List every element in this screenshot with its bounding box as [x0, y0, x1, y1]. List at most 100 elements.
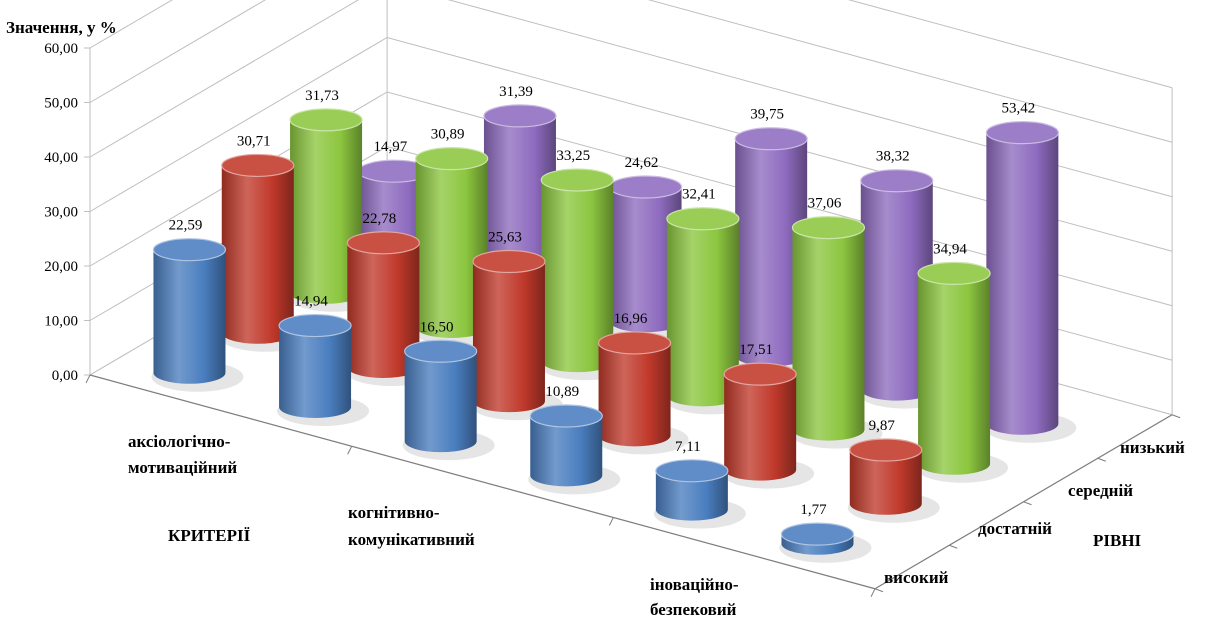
data-label: 31,39	[499, 84, 533, 100]
bar-top	[791, 216, 866, 240]
series-label-3: низький	[1120, 438, 1185, 457]
bar-top	[734, 127, 808, 151]
bar	[916, 261, 1009, 483]
criteria-axis-line	[89, 374, 876, 590]
bar-body	[792, 227, 865, 441]
bar-body	[221, 165, 294, 344]
y-tick-label: 50,00	[44, 96, 78, 112]
depth-tick-mark	[874, 588, 884, 593]
y-tick-label: 0,00	[52, 368, 78, 384]
data-label: 32,41	[682, 187, 716, 203]
category-label-2-line-0: іноваційно-	[650, 575, 739, 594]
data-label: 9,87	[869, 418, 896, 434]
x-tick-mark	[85, 374, 91, 384]
bar-top	[597, 331, 672, 355]
bar	[151, 238, 244, 392]
bar-body	[860, 180, 933, 401]
category-label-1-line-1: комунікативний	[348, 530, 475, 549]
bar	[596, 331, 689, 455]
bar-top	[289, 108, 363, 132]
data-label: 33,25	[556, 148, 590, 164]
bar-top	[723, 362, 797, 386]
category-label-1-line-0: когнітивно-	[348, 503, 440, 522]
data-label: 30,89	[431, 127, 465, 143]
data-label: 16,50	[420, 319, 454, 335]
y-tick-label: 20,00	[44, 259, 78, 275]
bar-body	[655, 470, 728, 521]
bar	[984, 121, 1077, 443]
bar-top	[415, 147, 489, 171]
chart-bars	[151, 104, 1077, 563]
data-label: 24,62	[625, 155, 659, 171]
bar-top	[655, 459, 729, 483]
data-label: 39,75	[750, 107, 784, 123]
series-label-0: високий	[884, 568, 949, 587]
y-tick-label: 30,00	[44, 205, 78, 221]
series-label-2: середній	[1068, 481, 1133, 500]
data-label: 14,94	[294, 294, 328, 310]
chart-text: Значення, у % КРИТЕРІЇ РІВНІ аксіологічн…	[6, 18, 1185, 619]
y-tick-label: 60,00	[44, 41, 78, 57]
bar-top	[608, 175, 683, 199]
bar	[847, 438, 940, 523]
bar-top	[860, 169, 934, 193]
bar-body	[724, 374, 797, 481]
data-label: 10,89	[545, 384, 579, 400]
x-tick-mark	[870, 588, 876, 597]
depth-tick-mark	[1023, 501, 1032, 506]
bar-top	[529, 404, 603, 428]
bar-top	[780, 522, 855, 546]
bar-body	[666, 218, 739, 407]
bar-top	[540, 168, 614, 192]
bar	[288, 108, 381, 312]
bar	[413, 147, 506, 346]
gridline	[89, 0, 1173, 143]
depth-tick-mark	[949, 544, 958, 549]
bar	[858, 169, 951, 409]
data-label: 34,94	[933, 241, 967, 257]
criteria-axis-title: КРИТЕРІЇ	[168, 526, 251, 545]
gridline	[89, 0, 1173, 89]
data-label: 1,77	[800, 502, 827, 518]
bar-body	[290, 119, 363, 304]
category-label-2-line-1: безпековий	[650, 600, 737, 619]
bar	[277, 313, 370, 426]
data-label: 53,42	[1001, 101, 1035, 117]
data-label: 7,11	[675, 439, 701, 455]
data-label: 16,96	[614, 311, 648, 327]
bar	[722, 362, 815, 489]
series-label-1: достатній	[978, 519, 1052, 538]
bar-body	[347, 242, 420, 378]
bar-top	[666, 207, 740, 231]
bar-body	[541, 179, 614, 373]
bar-top	[483, 104, 557, 128]
data-label: 22,78	[362, 211, 396, 227]
bar	[528, 404, 621, 495]
bar	[790, 216, 883, 449]
category-label-0-line-1: мотиваційний	[128, 458, 237, 477]
bar-top	[346, 231, 420, 255]
bar-body	[598, 342, 671, 447]
data-label: 31,73	[305, 88, 339, 104]
bar-body	[415, 158, 488, 338]
bar-body	[986, 132, 1059, 435]
depth-tick-mark	[1097, 457, 1107, 462]
y-tick-label: 10,00	[44, 314, 78, 330]
bar-top	[221, 153, 295, 178]
y-tick-label: 40,00	[44, 150, 78, 166]
bar	[779, 522, 872, 563]
bar-body	[153, 249, 226, 384]
bar	[539, 168, 632, 381]
x-tick-mark	[347, 446, 353, 455]
x-tick-mark	[608, 517, 614, 526]
data-label: 17,51	[739, 342, 773, 358]
data-label: 37,06	[808, 196, 842, 212]
bar-top	[404, 339, 478, 363]
bar-top	[849, 438, 923, 462]
bar-top	[278, 313, 352, 338]
bar-top	[472, 249, 546, 274]
bar-body	[530, 416, 603, 487]
levels-axis-title: РІВНІ	[1093, 531, 1142, 550]
depth-tick-mark	[1171, 414, 1181, 419]
